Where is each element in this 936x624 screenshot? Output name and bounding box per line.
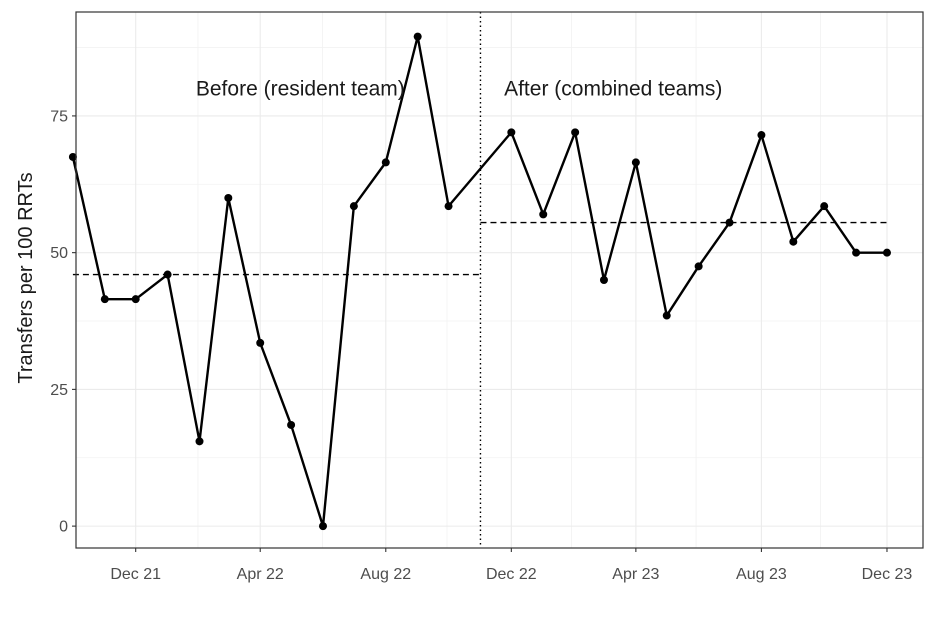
x-tick-label: Aug 23 (736, 566, 787, 583)
data-point (694, 262, 703, 271)
data-point (224, 193, 233, 202)
data-point (68, 152, 77, 161)
data-point (131, 295, 140, 304)
annotation-layer: Before (resident team) After (combined te… (196, 78, 722, 101)
y-axis: 0 25 50 75 (50, 108, 76, 536)
data-point (349, 202, 358, 211)
data-point (539, 210, 548, 219)
data-point (507, 128, 516, 137)
x-tick-label: Apr 22 (237, 566, 284, 583)
panel-border (75, 11, 924, 549)
major-gridlines (76, 12, 923, 548)
data-point (256, 338, 265, 347)
x-tick-label: Dec 22 (486, 566, 537, 583)
annotation-label: Before (resident team) (196, 78, 405, 101)
reference-lines (72, 12, 887, 548)
y-tick-label: 50 (50, 245, 68, 262)
data-point (571, 128, 580, 137)
y-tick-label: 25 (50, 382, 68, 399)
x-tick-label: Dec 23 (862, 566, 913, 583)
minor-gridlines (76, 12, 923, 548)
data-point (631, 158, 640, 167)
x-tick-label: Apr 23 (612, 566, 659, 583)
data-point (413, 32, 422, 41)
data-point (757, 131, 766, 140)
y-tick-label: 75 (50, 108, 68, 125)
x-tick-label: Dec 21 (110, 566, 161, 583)
series-line (71, 35, 887, 528)
data-point (100, 295, 109, 304)
data-point (662, 311, 671, 320)
data-point (444, 202, 453, 211)
data-point (599, 276, 608, 284)
data-point (287, 420, 296, 429)
data-point (852, 248, 861, 257)
data-point (789, 237, 798, 246)
annotation-label: After (combined teams) (504, 78, 722, 101)
data-point (882, 248, 891, 257)
data-point (820, 202, 829, 211)
data-point (381, 158, 390, 167)
data-point (318, 522, 327, 531)
y-tick-label: 0 (59, 519, 68, 536)
x-tick-label: Aug 22 (360, 566, 411, 583)
data-point (725, 218, 734, 227)
series-layer (68, 32, 891, 531)
data-point (163, 270, 172, 279)
data-point (195, 437, 204, 446)
y-axis-title: Transfers per 100 RRTs (15, 172, 37, 383)
x-axis: Dec 21 Apr 22 Aug 22 Dec 22 Apr 23 Aug 23 Dec … (110, 548, 912, 583)
